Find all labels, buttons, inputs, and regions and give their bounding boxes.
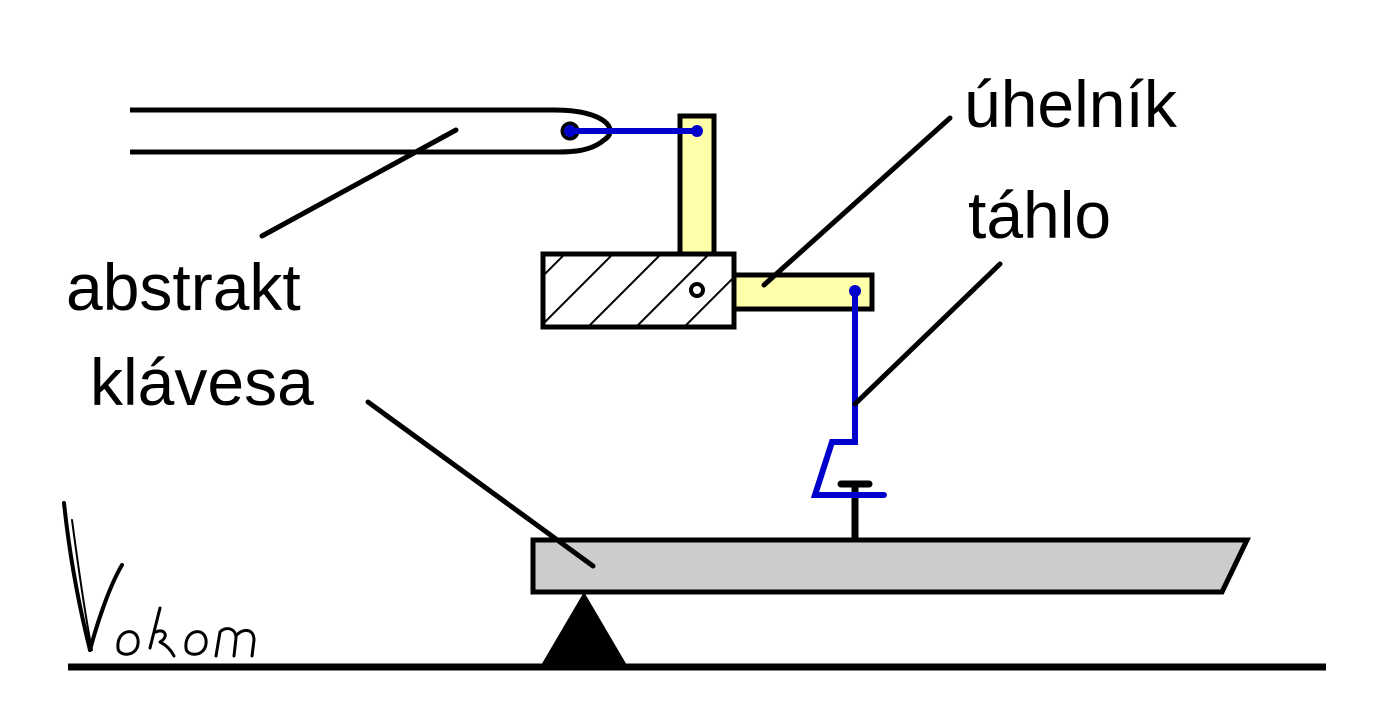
angle-square-pivot xyxy=(689,282,705,298)
abstrakt-strip xyxy=(130,107,613,155)
angle-square-vertical-arm xyxy=(677,113,717,257)
label-klavesa: klávesa xyxy=(90,345,314,419)
abstrakt-link-end-right xyxy=(691,125,703,137)
abstrakt-link-end-left xyxy=(564,125,576,137)
leader-abstrakt xyxy=(259,127,459,239)
leader-tahlo xyxy=(852,261,1003,407)
leader-uhelnik xyxy=(761,115,953,288)
angle-square-horizontal-arm xyxy=(731,272,875,312)
label-tahlo: táhlo xyxy=(968,178,1111,252)
tracker-top-pivot xyxy=(849,285,861,297)
fixed-block xyxy=(540,251,737,330)
label-abstrakt: abstrakt xyxy=(66,250,301,324)
leader-klavesa xyxy=(365,399,596,569)
label-uhelnik: úhelník xyxy=(964,67,1178,141)
key-fulcrum xyxy=(540,592,628,667)
tracker-rod xyxy=(810,288,887,498)
signature xyxy=(62,501,256,658)
key-body xyxy=(530,537,1251,595)
